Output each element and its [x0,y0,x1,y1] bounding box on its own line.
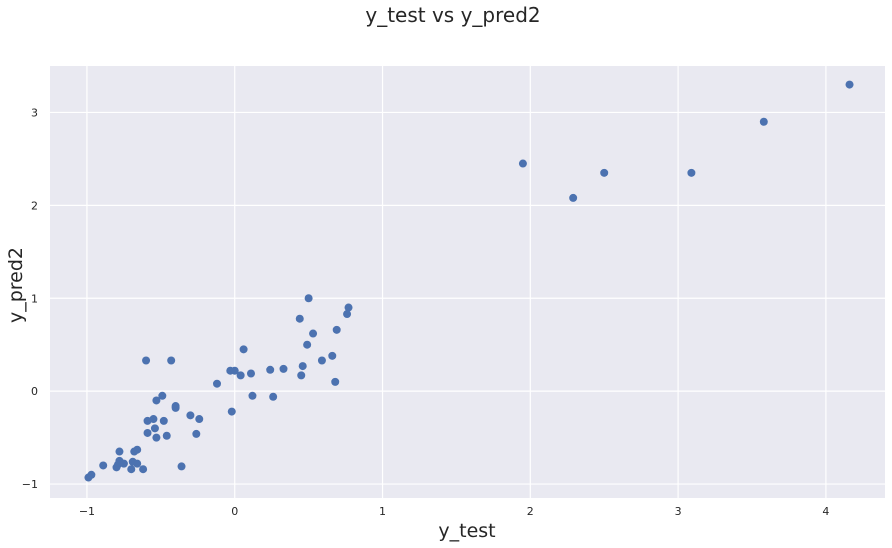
scatter-point [171,403,180,412]
scatter-point [687,168,696,177]
scatter-point [159,416,168,425]
scatter-point [331,377,340,386]
scatter-point [344,303,353,312]
scatter-point [845,80,854,89]
scatter-point [295,314,304,323]
x-gridlines [86,66,827,498]
scatter-point [152,396,161,405]
scatter-point [309,329,318,338]
x-tick-label: 1 [379,505,386,518]
scatter-point [149,415,158,424]
y-axis-title: y_pred2 [5,247,27,323]
scatter-point [600,168,609,177]
scatter-point [139,465,148,474]
scatter-point [142,356,151,365]
x-tick-label: −1 [79,505,95,518]
chart-title: y_test vs y_pred2 [365,3,540,27]
scatter-point [162,431,171,440]
scatter-point [518,159,527,168]
scatter-point [167,356,176,365]
scatter-point [186,411,195,420]
scatter-point [759,117,768,126]
scatter-point [230,366,239,375]
scatter-point [150,424,159,433]
scatter-point [115,447,124,456]
scatter-point [213,379,221,388]
scatter-point [158,391,167,400]
scatter-point [192,429,201,438]
scatter-point [569,193,578,202]
y-tick-label: 0 [31,385,38,398]
y-tick-labels: −1 0 1 2 3 [22,106,38,491]
scatter-point [298,362,307,371]
x-tick-label: 4 [822,505,829,518]
y-tick-label: −1 [22,478,38,491]
scatter-point [297,371,306,380]
scatter-point [343,310,352,319]
x-axis-title: y_test [438,520,495,542]
scatter-point [177,462,186,471]
scatter-point [227,407,236,416]
scatter-point [133,459,142,468]
x-tick-label: 3 [675,505,682,518]
scatter-point [236,371,245,380]
plot-area [50,66,885,498]
scatter-point [239,345,248,354]
y-gridlines [50,111,885,485]
scatter-point [133,445,142,454]
scatter-point [248,391,257,400]
x-tick-label: 2 [527,505,534,518]
scatter-point [99,461,108,470]
x-tick-labels: −1 0 1 2 3 4 [79,505,830,518]
scatter-point [266,365,275,374]
scatter-point [87,470,96,479]
scatter-point [119,459,128,468]
y-tick-label: 2 [31,199,38,212]
scatter-point [143,428,152,437]
scatter-point [317,356,326,365]
scatter-point [269,392,278,401]
scatter-point [328,351,337,360]
scatter-point [246,369,255,378]
y-tick-label: 3 [31,106,38,119]
scatter-point [152,433,161,442]
scatter-point [303,340,312,349]
x-tick-label: 0 [231,505,238,518]
scatter-point [195,415,204,424]
scatter-point [279,364,288,373]
scatter-point [304,294,313,303]
data-points [84,80,854,482]
y-tick-label: 1 [31,292,38,305]
scatter-point [332,325,341,334]
scatter-point [127,465,136,474]
